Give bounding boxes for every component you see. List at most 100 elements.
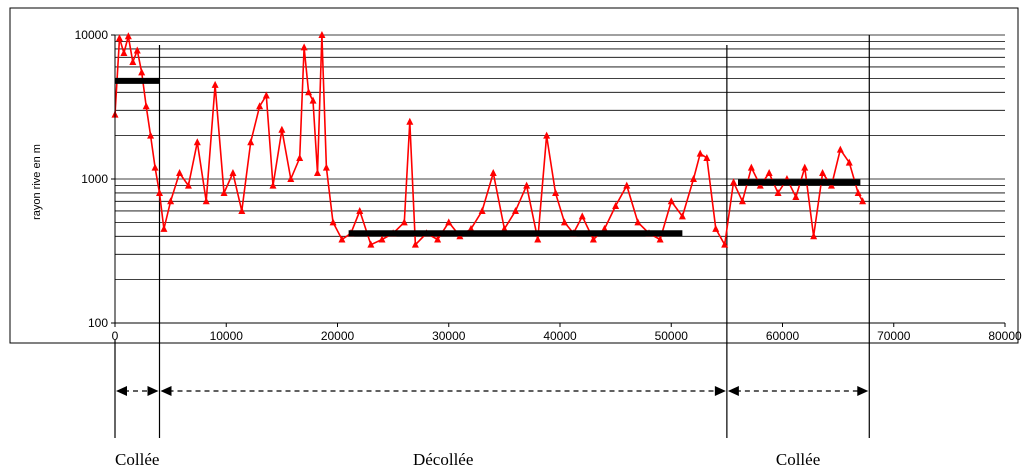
data-point xyxy=(356,206,364,214)
data-point xyxy=(151,163,159,171)
data-point xyxy=(712,224,720,232)
data-point xyxy=(678,212,686,220)
data-point xyxy=(467,224,475,232)
data-point xyxy=(801,163,809,171)
x-tick-label: 70000 xyxy=(877,329,911,343)
x-tick-label: 10000 xyxy=(210,329,244,343)
data-point xyxy=(845,158,853,166)
data-point xyxy=(305,88,313,96)
data-point xyxy=(193,138,201,146)
data-point xyxy=(184,181,192,189)
data-point xyxy=(120,48,128,56)
data-point xyxy=(601,224,608,232)
data-point xyxy=(434,235,442,243)
data-point xyxy=(156,188,163,196)
data-point xyxy=(730,178,738,186)
data-point xyxy=(523,181,531,189)
data-point xyxy=(765,169,773,177)
data-point xyxy=(167,197,175,205)
data-point xyxy=(220,188,228,196)
data-point xyxy=(792,192,800,200)
data-point xyxy=(859,197,867,205)
data-point xyxy=(703,153,711,161)
data-point xyxy=(322,163,330,171)
data-point xyxy=(256,102,264,110)
data-point xyxy=(774,188,782,196)
y-tick-label: 10000 xyxy=(75,28,109,42)
data-point xyxy=(543,131,551,139)
x-tick-label: 60000 xyxy=(766,329,800,343)
segment-label: Collée xyxy=(115,450,159,469)
data-point xyxy=(489,169,497,177)
data-point xyxy=(138,68,146,76)
data-point xyxy=(176,169,184,177)
mean-lines xyxy=(115,77,861,237)
data-point xyxy=(278,125,286,133)
data-point xyxy=(329,218,337,226)
data-point xyxy=(129,57,137,65)
data-point xyxy=(211,80,219,88)
data-point xyxy=(411,240,419,248)
segment-arrowhead-left xyxy=(116,386,127,396)
x-ticks: 0 10000 20000 30000 40000 50000 60000 70000 8000… xyxy=(112,323,1022,343)
data-point xyxy=(721,240,729,248)
data-point xyxy=(656,235,664,243)
chart-frame xyxy=(9,7,1019,344)
data-point xyxy=(667,197,675,205)
data-point xyxy=(142,102,150,110)
data-point xyxy=(747,163,755,171)
y-ticks: 100 1000 10000 xyxy=(75,28,115,330)
data-point xyxy=(478,206,486,214)
data-point xyxy=(318,31,326,38)
data-point xyxy=(854,188,862,196)
y-tick-label: 100 xyxy=(88,316,108,330)
y-tick-label: 1000 xyxy=(81,172,108,186)
data-point xyxy=(810,232,818,240)
data-point xyxy=(300,43,308,51)
data-point xyxy=(696,149,704,157)
data-point xyxy=(296,153,304,161)
x-tick-label: 80000 xyxy=(988,329,1022,343)
data-point xyxy=(313,169,321,177)
data-point xyxy=(445,218,453,226)
segment-arrowhead-left xyxy=(160,386,172,396)
data-point xyxy=(338,235,346,243)
data-point xyxy=(406,117,414,125)
data-point xyxy=(238,206,246,214)
data-point xyxy=(634,218,642,226)
data-point xyxy=(367,240,375,248)
data-series xyxy=(111,31,867,248)
data-point xyxy=(560,218,568,226)
data-point xyxy=(623,181,631,189)
data-point xyxy=(378,235,386,243)
data-point xyxy=(552,188,560,196)
data-point xyxy=(262,91,270,99)
data-point xyxy=(133,46,141,54)
x-tick-label: 30000 xyxy=(432,329,466,343)
data-point xyxy=(287,175,295,182)
data-point xyxy=(512,206,519,214)
series-line xyxy=(114,34,864,248)
data-point xyxy=(269,181,277,189)
data-point xyxy=(500,224,508,232)
x-tick-label: 40000 xyxy=(543,329,577,343)
data-point xyxy=(738,197,746,205)
data-point xyxy=(578,212,586,220)
data-point xyxy=(612,201,620,209)
data-point xyxy=(202,197,210,205)
data-point xyxy=(309,96,317,104)
grid xyxy=(115,34,1005,281)
data-point xyxy=(247,138,255,146)
y-axis-title: rayon rive en m xyxy=(31,144,43,220)
data-point xyxy=(589,235,597,243)
data-point xyxy=(160,224,168,232)
segment-boundaries xyxy=(114,35,870,438)
data-point xyxy=(534,235,542,243)
segments: Collée Décollée Collée xyxy=(115,386,869,469)
x-tick-label: 0 xyxy=(112,329,119,343)
data-point xyxy=(124,32,132,40)
x-tick-label: 50000 xyxy=(655,329,689,343)
data-point xyxy=(147,131,155,139)
data-point xyxy=(229,169,237,177)
